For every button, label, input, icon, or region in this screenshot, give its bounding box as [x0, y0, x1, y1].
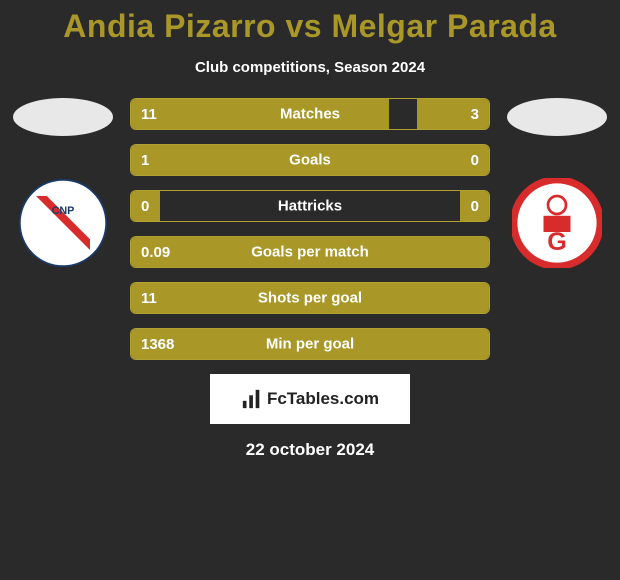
- stat-left-value: 0: [131, 191, 160, 221]
- stat-left-value: 11: [131, 99, 389, 129]
- stat-label: Min per goal: [266, 336, 354, 353]
- stat-row: 11Shots per goal: [130, 282, 490, 314]
- brand-text: FcTables.com: [267, 389, 379, 409]
- stat-right-value: 0: [460, 145, 489, 175]
- stats-column: 113Matches10Goals00Hattricks0.09Goals pe…: [130, 98, 490, 360]
- stat-row: 0.09Goals per match: [130, 236, 490, 268]
- right-player-avatar: [507, 98, 607, 136]
- stat-row: 1368Min per goal: [130, 328, 490, 360]
- subtitle: Club competitions, Season 2024: [0, 59, 620, 76]
- left-player-column: CNP: [8, 98, 118, 268]
- stat-label: Goals per match: [251, 244, 369, 261]
- stat-label: Shots per goal: [258, 290, 362, 307]
- fctables-brand-badge: FcTables.com: [210, 374, 410, 424]
- stat-row: 10Goals: [130, 144, 490, 176]
- main-area: CNP 113Matches10Goals00Hattricks0.09Goal…: [0, 98, 620, 360]
- svg-text:G: G: [547, 228, 567, 256]
- stat-row: 0 0 Hattricks: [130, 190, 490, 222]
- stat-label: Matches: [280, 106, 340, 123]
- stat-row: 11 3 Matches: [130, 98, 490, 130]
- right-club-badge: G: [512, 178, 602, 268]
- right-player-column: G: [502, 98, 612, 268]
- stat-right-value: 0: [460, 191, 489, 221]
- stat-label: Goals: [289, 152, 331, 169]
- left-club-badge: CNP: [18, 178, 108, 268]
- stat-right-value: 3: [417, 99, 489, 129]
- stat-label: Hattricks: [278, 198, 342, 215]
- date-text: 22 october 2024: [0, 440, 620, 460]
- page-title: Andia Pizarro vs Melgar Parada: [0, 0, 620, 45]
- svg-text:CNP: CNP: [52, 205, 75, 217]
- left-player-avatar: [13, 98, 113, 136]
- chart-icon: [241, 388, 263, 410]
